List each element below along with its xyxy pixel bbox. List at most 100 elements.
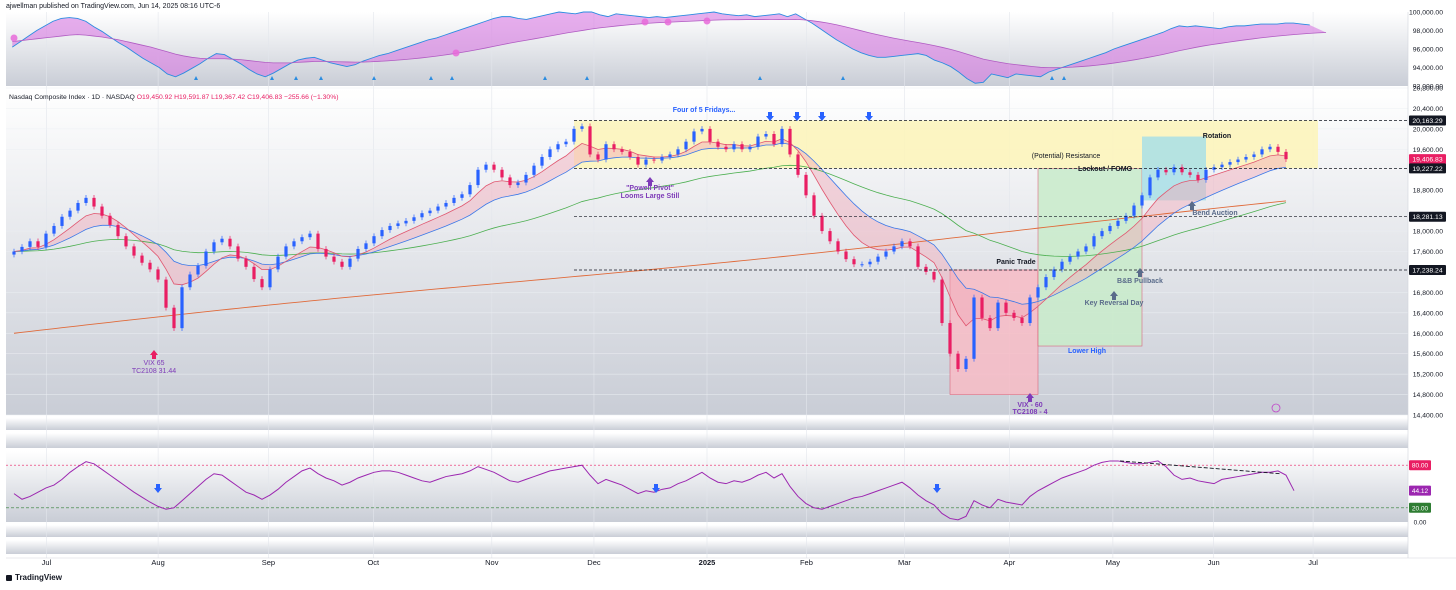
upper-axis-label: 94,000.00 — [1413, 65, 1443, 72]
publisher-credit: ajwellman published on TradingView.com, … — [6, 3, 221, 10]
candle — [732, 144, 736, 150]
rsi-arrow-icon — [154, 484, 162, 493]
upper-indicator-fill — [12, 12, 1327, 84]
candle — [844, 251, 848, 260]
candle — [1092, 236, 1096, 247]
candle — [996, 302, 1000, 329]
candle — [1060, 261, 1064, 270]
upper-dot — [703, 17, 711, 25]
annotation-label: Looms Large Still — [621, 193, 680, 200]
candle — [788, 128, 792, 155]
candle — [804, 174, 808, 196]
price-box — [1409, 264, 1446, 275]
candle — [228, 238, 232, 247]
upper-fast-line — [12, 11, 1310, 84]
candle — [1036, 287, 1040, 298]
upper-triangle-icon — [1062, 76, 1066, 80]
candle — [796, 154, 800, 175]
candle — [1052, 269, 1056, 278]
candle — [460, 194, 464, 198]
candle — [868, 261, 872, 265]
upper-triangle-icon — [1050, 76, 1054, 80]
upper-axis-label: 96,000.00 — [1413, 47, 1443, 54]
candle — [580, 126, 584, 129]
candle — [524, 174, 528, 183]
price-axis-label: 16,400.00 — [1413, 310, 1443, 317]
powell-arrow-icon — [646, 177, 654, 186]
ema-mid-line — [13, 142, 1287, 305]
candle — [100, 206, 104, 216]
x-tick-label: Jul — [1308, 558, 1318, 567]
upper-dot — [10, 34, 18, 42]
friday-arrow-icon — [818, 112, 826, 121]
candle — [860, 264, 864, 266]
candle — [692, 131, 696, 142]
ohlc-change: −255.66 (−1.30%) — [284, 94, 338, 101]
rsi-arrow-icon — [652, 484, 660, 493]
annotation-label: Rotation — [1203, 133, 1231, 140]
upper-triangle-icon — [841, 76, 845, 80]
footer-brand: TradingView — [15, 573, 62, 582]
candle — [356, 248, 360, 259]
candle — [172, 307, 176, 329]
upper-triangle-icon — [758, 76, 762, 80]
candle — [532, 165, 536, 175]
price-box — [1409, 163, 1446, 174]
candle — [196, 265, 200, 275]
candle — [1228, 162, 1232, 165]
replay-icon — [1271, 403, 1281, 413]
candle — [188, 274, 192, 288]
candle — [1252, 154, 1256, 157]
price-box-label: 20,163.29 — [1412, 118, 1442, 125]
upper-dot — [641, 18, 649, 26]
x-tick-label: Nov — [485, 558, 499, 567]
rsi-80-box-label: 80.00 — [1412, 463, 1429, 470]
price-box-label: 19,227.22 — [1412, 166, 1442, 173]
candle — [292, 241, 296, 247]
candle — [684, 141, 688, 150]
candle — [1276, 146, 1280, 152]
ohlc-header: Nasdaq Composite Index · 1D · NASDAQ O19… — [9, 94, 339, 101]
price-box — [1409, 115, 1446, 126]
candle — [1012, 312, 1016, 318]
candle — [204, 251, 208, 266]
price-axis-label: 15,600.00 — [1413, 351, 1443, 358]
ohlc-low: L19,367.42 — [211, 94, 247, 101]
candle — [772, 133, 776, 145]
candle — [140, 255, 144, 263]
candle — [300, 237, 304, 242]
candle — [132, 246, 136, 256]
candle — [1100, 231, 1104, 237]
candle — [260, 279, 264, 288]
candle — [628, 151, 632, 157]
candle — [956, 353, 960, 370]
ohlc-close: C19,406.83 — [247, 94, 284, 101]
candle — [1044, 277, 1048, 288]
candle — [596, 154, 600, 160]
candle — [828, 231, 832, 242]
candle — [380, 230, 384, 237]
annotation-label: Key Reversal Day — [1085, 300, 1144, 307]
candle — [1132, 205, 1136, 216]
annotation-label: Panic Trade — [996, 259, 1035, 266]
x-tick-label: Jul — [42, 558, 52, 567]
candle — [284, 246, 288, 257]
candle — [1180, 167, 1184, 173]
candle — [76, 202, 80, 211]
upper-axis-label: 100,000.00 — [1409, 10, 1443, 17]
candle — [876, 256, 880, 262]
candle — [1124, 215, 1128, 221]
candle — [164, 279, 168, 308]
candle — [892, 246, 896, 252]
candle — [1116, 220, 1120, 226]
candle — [420, 213, 424, 218]
candle — [1172, 167, 1176, 173]
candle — [364, 243, 368, 249]
rsi-arrow-icon — [933, 484, 941, 493]
upper-triangle-icon — [294, 76, 298, 80]
candle — [116, 224, 120, 237]
candle — [916, 246, 920, 267]
tradingview-logo-icon — [6, 574, 12, 581]
ohlc-high: H19,591.87 — [174, 94, 211, 101]
